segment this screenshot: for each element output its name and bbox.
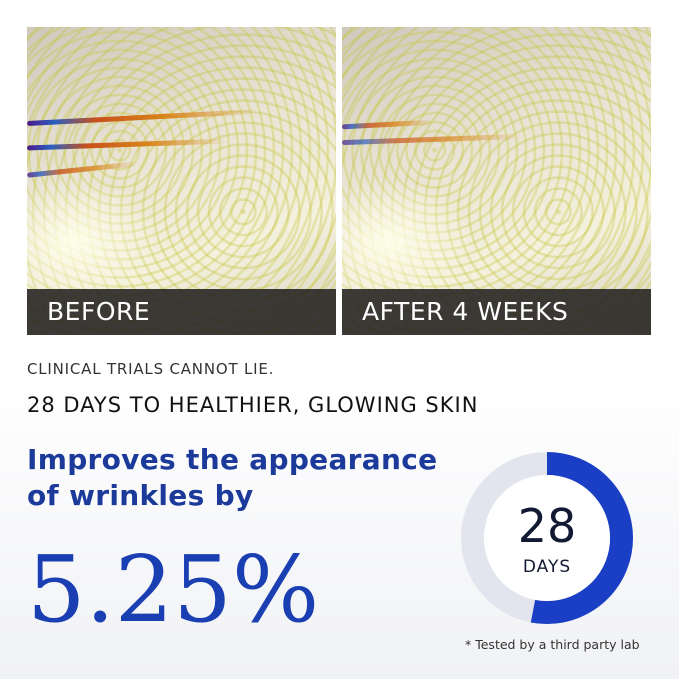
wrinkle-line: [27, 138, 228, 151]
donut-progress-arc: [461, 452, 633, 624]
wrinkle-line: [342, 133, 523, 146]
tagline: CLINICAL TRIALS CANNOT LIE.: [27, 360, 275, 378]
footnote: * Tested by a third party lab: [465, 637, 640, 652]
wrinkle-line: [342, 119, 433, 130]
wrinkle-line: [27, 161, 137, 178]
donut-number: 28: [517, 499, 577, 553]
before-photo: BEFORE: [27, 27, 336, 335]
donut-center: [484, 475, 610, 601]
before-label: BEFORE: [27, 289, 336, 335]
headline-line-1: Improves the appearance: [27, 443, 438, 476]
headline: Improves the appearance of wrinkles by: [27, 442, 437, 514]
headline-line-2: of wrinkles by: [27, 479, 254, 512]
wrinkle-line: [27, 108, 257, 127]
after-label: AFTER 4 WEEKS: [342, 289, 651, 335]
subheading: 28 DAYS TO HEALTHIER, GLOWING SKIN: [27, 393, 479, 417]
stat-value: 5.25%: [27, 536, 320, 643]
days-donut-chart: [461, 452, 633, 624]
after-photo: AFTER 4 WEEKS: [342, 27, 651, 335]
donut-unit: DAYS: [522, 557, 572, 577]
